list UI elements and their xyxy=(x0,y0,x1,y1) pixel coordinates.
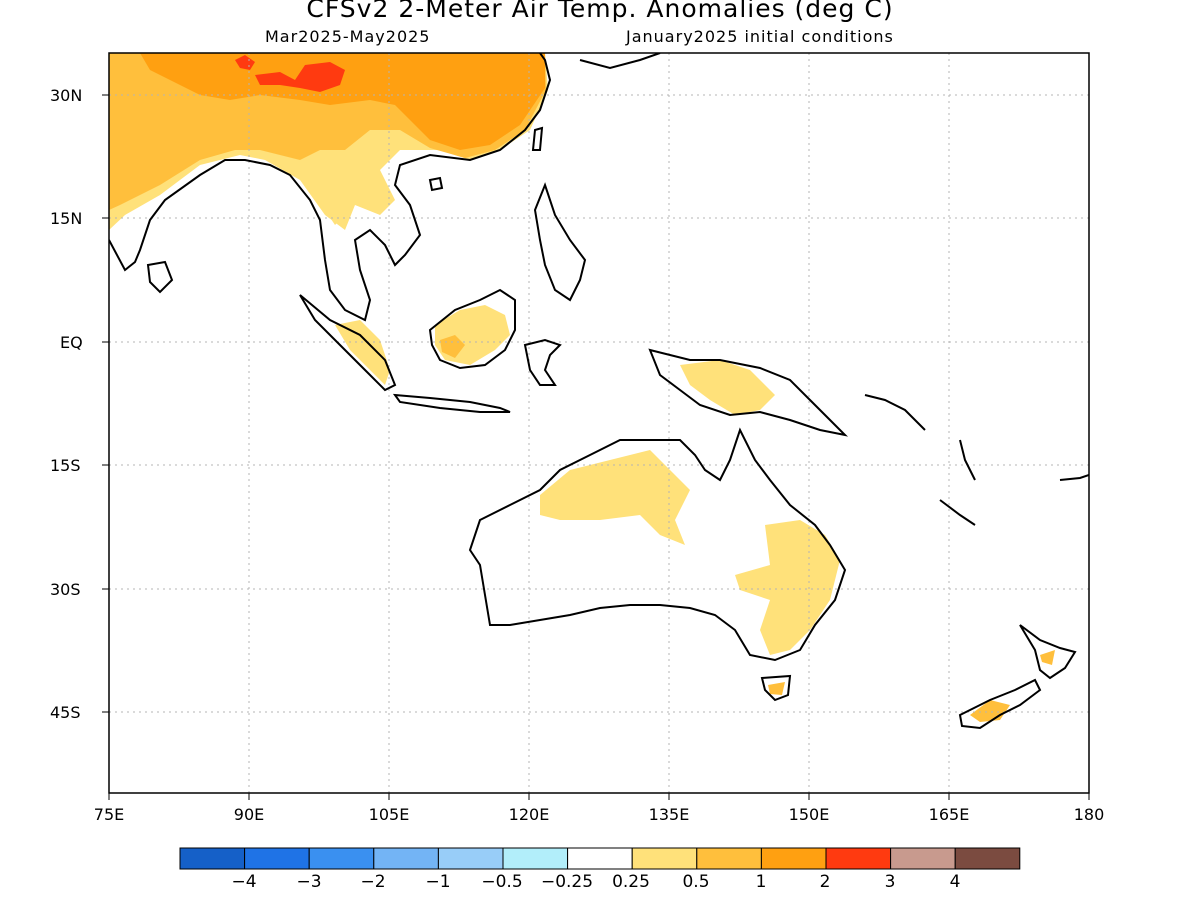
gridlines xyxy=(109,53,1089,793)
ytick-label: 15S xyxy=(50,456,81,475)
coastline-fiji xyxy=(1059,474,1089,481)
colorbar-swatch xyxy=(244,847,310,870)
colorbar-swatch xyxy=(696,847,762,870)
colorbar-swatch xyxy=(760,847,827,870)
xtick-label: 75E xyxy=(93,805,125,824)
xtick-label: 105E xyxy=(368,805,410,824)
anomaly-region-asia-high xyxy=(140,53,545,150)
colorbar-label: −3 xyxy=(296,872,322,892)
coastline-philippines xyxy=(533,182,587,302)
colorbar-label: −0.5 xyxy=(481,872,523,892)
xtick-label: 135E xyxy=(648,805,690,824)
coastline-java xyxy=(392,393,511,413)
colorbar-swatch xyxy=(502,847,569,870)
map-title: CFSv2 2-Meter Air Temp. Anomalies (deg C… xyxy=(306,0,894,23)
ytick-label: 15N xyxy=(50,209,83,228)
anomaly-region-tibet-hot xyxy=(235,55,345,92)
coastline-hainan xyxy=(428,176,444,192)
coastline-asia xyxy=(109,53,552,322)
tick-marks xyxy=(102,94,1090,800)
anomaly-region-new-guinea xyxy=(680,360,775,415)
anomaly-region-east-australia xyxy=(735,520,840,655)
colorbar-swatch xyxy=(373,847,439,870)
forecast-period: Mar2025-May2025 xyxy=(265,27,431,46)
xtick-label: 165E xyxy=(928,805,970,824)
colorbar-label: 0.5 xyxy=(682,872,710,892)
colorbar-swatch xyxy=(825,847,892,870)
anomaly-shading xyxy=(109,53,1055,722)
coastlines xyxy=(109,53,1089,730)
colorbar-label: −2 xyxy=(360,872,386,892)
ytick-label: 30S xyxy=(50,580,81,599)
xtick-label: 90E xyxy=(233,805,265,824)
colorbar-swatch xyxy=(954,847,1021,870)
colorbar-label: −0.25 xyxy=(540,872,594,892)
colorbar-swatch xyxy=(567,847,633,870)
initial-conditions-label: January2025 initial conditions xyxy=(626,27,894,46)
coastline-solomons xyxy=(864,394,926,431)
colorbar-label: 1 xyxy=(755,872,767,892)
coastline-borneo xyxy=(428,288,516,370)
ytick-label: 45S xyxy=(50,703,81,722)
xtick-label: 120E xyxy=(508,805,550,824)
coastline-vanuatu xyxy=(959,439,976,481)
ytick-label: 30N xyxy=(50,86,83,105)
anomaly-region-borneo xyxy=(435,305,510,365)
xtick-label: 180 xyxy=(1073,805,1105,824)
colorbar-swatch xyxy=(179,847,246,870)
colorbar-label: −1 xyxy=(425,872,451,892)
coastline-new-caledonia xyxy=(939,499,976,526)
coastline-nz-north xyxy=(1019,624,1077,680)
anomaly-region-indochina xyxy=(320,170,360,225)
coastline-australia xyxy=(468,427,847,662)
coastline-sri-lanka xyxy=(146,260,174,294)
ytick-label: EQ xyxy=(60,333,83,352)
colorbar-label: 0.25 xyxy=(612,872,650,892)
colorbar xyxy=(179,847,1021,870)
map-frame xyxy=(108,52,1090,794)
colorbar-label: 3 xyxy=(884,872,896,892)
colorbar-swatch xyxy=(437,847,504,870)
colorbar-swatch xyxy=(631,847,698,870)
coastline-taiwan xyxy=(531,126,544,151)
coastline-nz-south xyxy=(958,678,1042,730)
xtick-label: 150E xyxy=(788,805,830,824)
anomaly-region-tasmania xyxy=(768,682,785,695)
colorbar-label: −4 xyxy=(231,872,257,892)
anomaly-region-new-zealand xyxy=(970,650,1055,722)
colorbar-label: 2 xyxy=(819,872,831,892)
coastline-tasmania xyxy=(760,674,792,702)
colorbar-swatch xyxy=(890,847,956,870)
coastline-sumatra xyxy=(299,294,397,392)
coastline-new-guinea xyxy=(648,348,849,437)
colorbar-swatch xyxy=(308,847,375,870)
anomaly-region-north-australia xyxy=(540,450,690,545)
coastline-japan xyxy=(579,53,661,70)
anomaly-region-sumatra xyxy=(335,320,390,385)
anomaly-region-borneo-mid xyxy=(440,335,465,358)
coastline-sulawesi xyxy=(523,338,562,386)
colorbar-label: 4 xyxy=(949,872,961,892)
